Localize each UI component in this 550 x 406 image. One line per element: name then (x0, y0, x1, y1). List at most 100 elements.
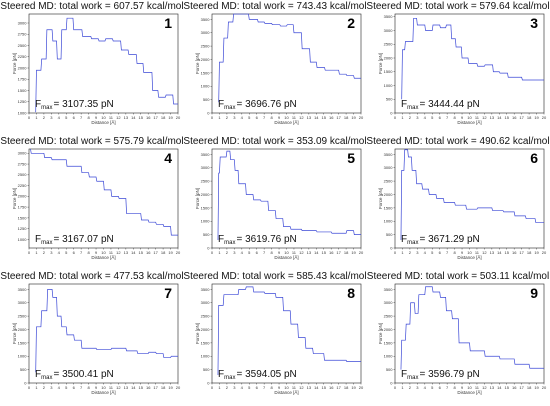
y-tick-label: 2750 (18, 161, 28, 166)
panel-number: 4 (164, 150, 172, 166)
y-tick-label: 1000 (18, 354, 28, 359)
x-tick-label: 13 (124, 385, 129, 390)
x-tick-label: 2 (409, 250, 412, 255)
y-tick-label: 2000 (18, 194, 28, 199)
x-tick-label: 5 (431, 250, 434, 255)
x-tick-label: 4 (424, 385, 427, 390)
x-tick-label: 11 (475, 115, 480, 120)
x-tick-label: 11 (109, 115, 114, 120)
x-tick-label: 14 (314, 115, 319, 120)
y-tick-label: 500 (386, 97, 393, 102)
fmax-subscript: max (407, 240, 418, 246)
y-tick-label: 2750 (18, 32, 28, 37)
x-tick-label: 13 (124, 115, 129, 120)
x-tick-label: 7 (263, 250, 266, 255)
fmax-symbol: F (401, 369, 407, 380)
x-tick-label: 2 (409, 115, 412, 120)
fmax-value: = 3594.05 pN (236, 369, 296, 380)
x-tick-label: 18 (527, 385, 532, 390)
y-tick-label: 2000 (201, 57, 211, 62)
fmax-value: = 3444.44 pN (419, 99, 479, 110)
y-tick-label: 1000 (201, 219, 211, 224)
fmax-label: Fmax= 3596.79 pN (401, 369, 480, 381)
x-tick-label: 1 (401, 250, 404, 255)
fmax-symbol: F (218, 99, 224, 110)
x-tick-label: 15 (505, 115, 510, 120)
x-tick-label: 10 (467, 250, 472, 255)
x-tick-label: 0 (211, 385, 214, 390)
fmax-subscript: max (407, 105, 418, 111)
chart-panel-8: Steered MD: total work = 585.43 kcal/mol… (183, 271, 366, 395)
y-tick-label: 2000 (201, 327, 211, 332)
x-tick-label: 8 (87, 115, 90, 120)
x-tick-label: 6 (73, 250, 76, 255)
x-tick-label: 6 (73, 115, 76, 120)
y-tick-label: 3000 (18, 300, 28, 305)
x-tick-label: 6 (256, 115, 259, 120)
y-tick-label: 2000 (18, 327, 28, 332)
y-axis-label: Force [pN] (195, 323, 200, 344)
y-tick-label: 2500 (384, 179, 394, 184)
x-tick-label: 4 (58, 115, 61, 120)
x-tick-label: 3 (416, 385, 419, 390)
x-tick-label: 4 (58, 385, 61, 390)
panel-number: 2 (347, 15, 355, 31)
x-tick-label: 6 (439, 115, 442, 120)
x-tick-label: 1 (218, 250, 221, 255)
y-tick-label: 1500 (18, 88, 28, 93)
x-tick-label: 20 (176, 115, 181, 120)
y-tick-label: 0 (390, 380, 393, 385)
x-tick-label: 3 (233, 115, 236, 120)
x-tick-label: 5 (431, 385, 434, 390)
x-tick-label: 17 (336, 385, 341, 390)
x-tick-label: 20 (359, 385, 364, 390)
x-tick-label: 2 (226, 385, 229, 390)
x-tick-label: 6 (439, 250, 442, 255)
x-tick-label: 5 (65, 250, 68, 255)
x-tick-label: 13 (307, 385, 312, 390)
x-tick-label: 19 (351, 115, 356, 120)
force-series-line (217, 286, 361, 375)
x-tick-label: 1 (35, 385, 38, 390)
y-axis-label: Force [pN] (12, 188, 17, 209)
x-axis-label: Distance [Å] (274, 254, 298, 260)
chart-title: Steered MD: total work = 490.62 kcal/mol (366, 136, 549, 147)
y-tick-label: 0 (390, 245, 393, 250)
fmax-label: Fmax= 3696.76 pN (218, 99, 297, 111)
y-tick-label: 1500 (201, 70, 211, 75)
x-tick-label: 14 (314, 250, 319, 255)
plot-frame (211, 283, 362, 384)
panel-number: 6 (530, 150, 538, 166)
x-tick-label: 1 (401, 385, 404, 390)
x-tick-label: 9 (95, 115, 98, 120)
x-tick-label: 15 (505, 385, 510, 390)
x-tick-label: 9 (95, 250, 98, 255)
x-tick-label: 11 (292, 115, 297, 120)
y-tick-label: 3000 (201, 165, 211, 170)
y-tick-label: 1000 (384, 219, 394, 224)
x-tick-label: 5 (248, 250, 251, 255)
y-tick-label: 1500 (384, 205, 394, 210)
x-tick-label: 18 (344, 385, 349, 390)
fmax-label: Fmax= 3107.35 pN (35, 99, 114, 111)
x-tick-label: 3 (50, 115, 53, 120)
x-tick-label: 19 (534, 385, 539, 390)
fmax-subscript: max (41, 375, 52, 381)
x-tick-label: 17 (153, 115, 158, 120)
x-tick-label: 15 (139, 115, 144, 120)
y-tick-label: 3000 (201, 300, 211, 305)
fmax-symbol: F (35, 369, 41, 380)
x-tick-label: 10 (101, 250, 106, 255)
y-tick-label: 1750 (18, 77, 28, 82)
y-axis-label: Force [pN] (378, 323, 383, 344)
x-tick-label: 10 (101, 385, 106, 390)
x-tick-label: 12 (116, 115, 121, 120)
y-tick-label: 1500 (201, 205, 211, 210)
x-tick-label: 3 (233, 250, 236, 255)
x-tick-label: 14 (131, 385, 136, 390)
y-tick-label: 0 (207, 110, 210, 115)
chart-panel-5: Steered MD: total work = 353.09 kcal/mol… (183, 136, 366, 260)
x-tick-label: 7 (80, 385, 83, 390)
x-tick-label: 9 (278, 250, 281, 255)
x-tick-label: 13 (124, 250, 129, 255)
